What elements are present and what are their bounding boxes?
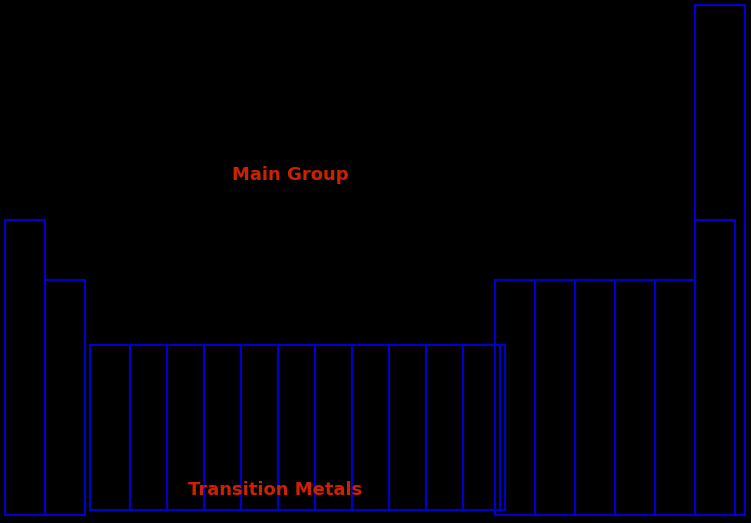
Bar (615, 280, 655, 515)
Bar (463, 345, 500, 510)
Bar (45, 280, 85, 515)
Bar (5, 220, 45, 515)
Bar (315, 345, 352, 510)
Bar (426, 345, 463, 510)
Text: Transition Metals: Transition Metals (188, 481, 362, 499)
Bar (695, 5, 745, 515)
Bar (389, 345, 426, 510)
Bar (130, 345, 167, 510)
Bar (278, 345, 315, 510)
Bar (495, 280, 535, 515)
Bar (695, 220, 735, 515)
Bar (655, 280, 695, 515)
Bar (241, 345, 278, 510)
Bar (352, 345, 389, 510)
Bar (535, 280, 575, 515)
Bar (204, 345, 241, 510)
Text: Main Group: Main Group (232, 166, 348, 184)
Bar (575, 280, 615, 515)
Bar (90, 345, 505, 510)
Bar (167, 345, 204, 510)
